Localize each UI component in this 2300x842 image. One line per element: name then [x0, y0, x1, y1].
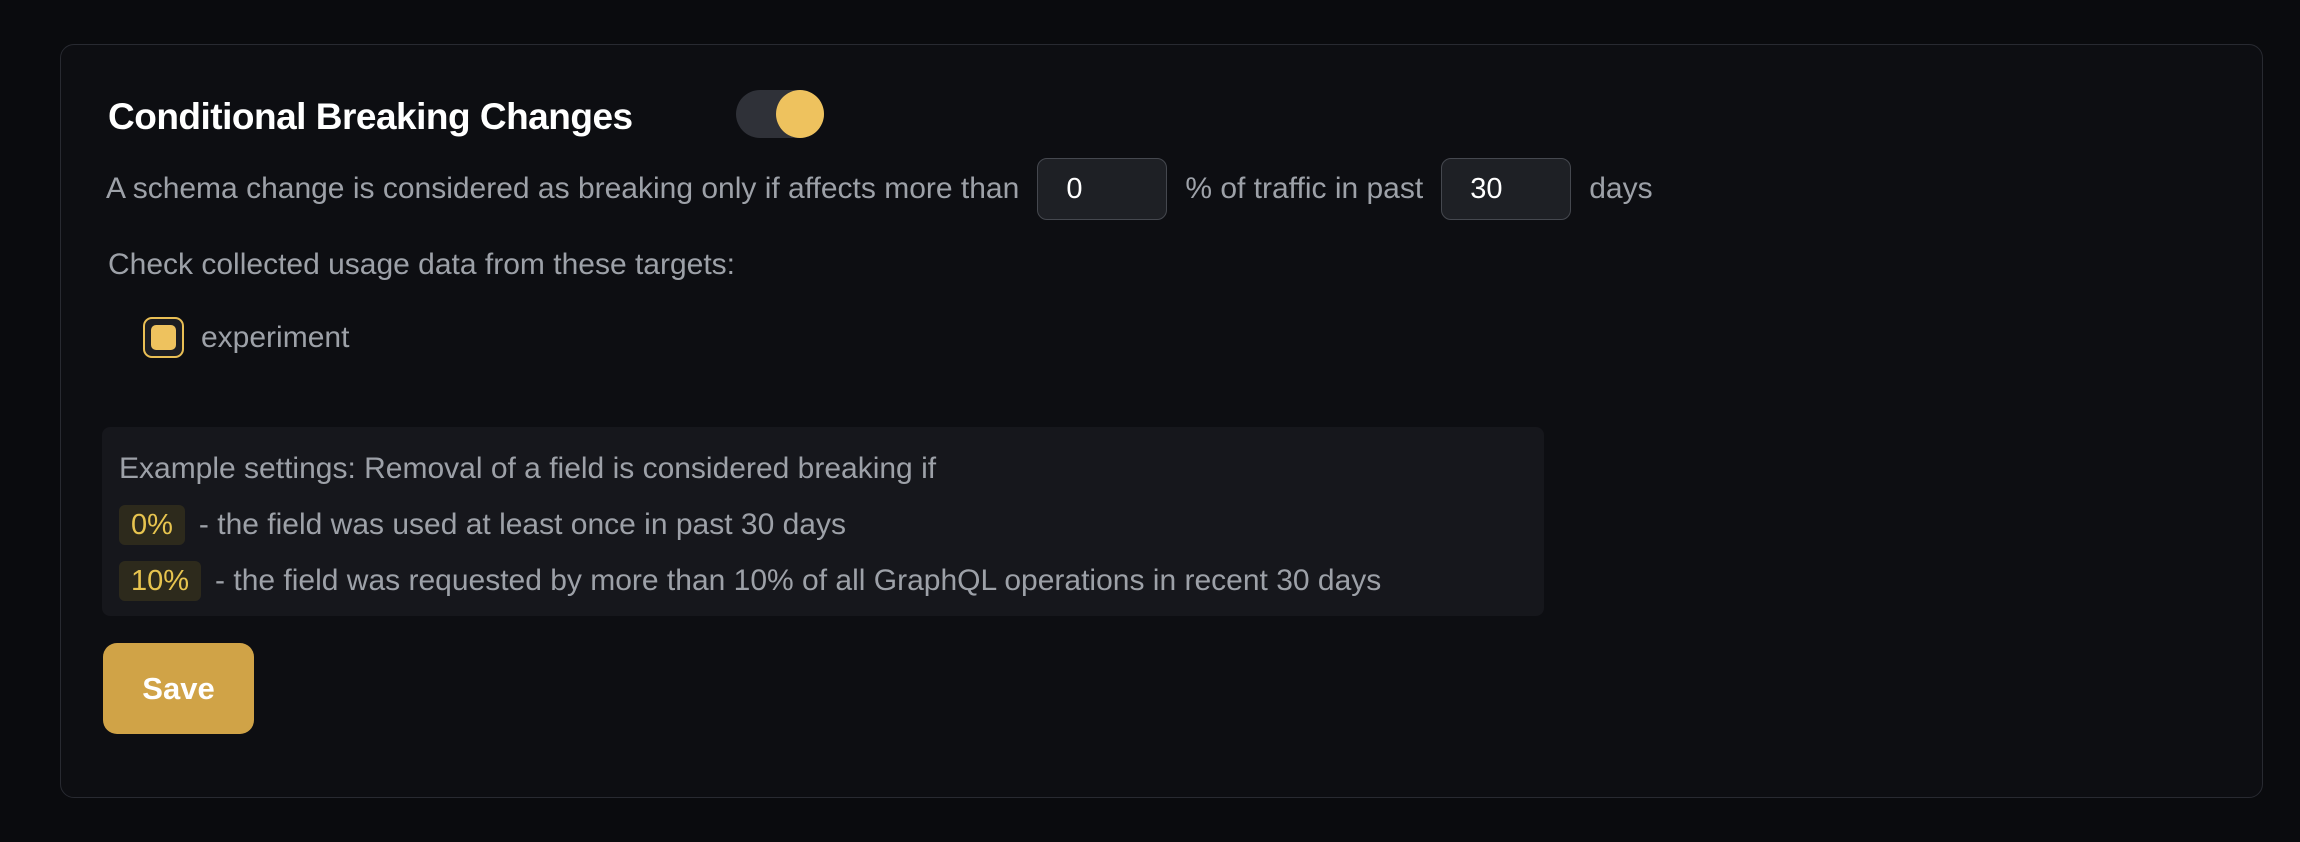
- percentage-input[interactable]: [1037, 158, 1168, 220]
- percentage-badge-0: 0%: [119, 505, 185, 545]
- target-checkbox-experiment[interactable]: [143, 317, 184, 358]
- example-rule-text: - the field was requested by more than 1…: [215, 564, 1382, 597]
- example-rule-row: 0% - the field was used at least once in…: [119, 497, 1524, 553]
- threshold-text-after-days: days: [1589, 172, 1653, 205]
- save-button[interactable]: Save: [103, 643, 254, 734]
- days-input[interactable]: [1441, 158, 1572, 220]
- conditional-breaking-changes-panel: Conditional Breaking Changes A schema ch…: [60, 44, 2263, 798]
- example-intro-line: Example settings: Removal of a field is …: [119, 441, 1524, 497]
- threshold-sentence-row: A schema change is considered as breakin…: [106, 157, 1653, 221]
- page-title: Conditional Breaking Changes: [108, 96, 633, 137]
- example-settings-box: Example settings: Removal of a field is …: [102, 427, 1544, 616]
- checkbox-checked-fill: [151, 325, 176, 350]
- target-row-experiment[interactable]: experiment: [143, 317, 349, 358]
- target-label-experiment[interactable]: experiment: [201, 320, 350, 354]
- example-intro-text: Example settings: Removal of a field is …: [119, 452, 937, 485]
- example-rule-text: - the field was used at least once in pa…: [198, 508, 846, 541]
- percentage-badge-10: 10%: [119, 561, 202, 601]
- example-rule-row: 10% - the field was requested by more th…: [119, 553, 1524, 609]
- threshold-text-between-inputs: % of traffic in past: [1185, 172, 1424, 205]
- conditional-breaking-changes-toggle[interactable]: [736, 90, 824, 138]
- targets-section-label: Check collected usage data from these ta…: [108, 248, 736, 281]
- threshold-text-before-percentage: A schema change is considered as breakin…: [106, 172, 1020, 205]
- toggle-knob: [776, 90, 824, 138]
